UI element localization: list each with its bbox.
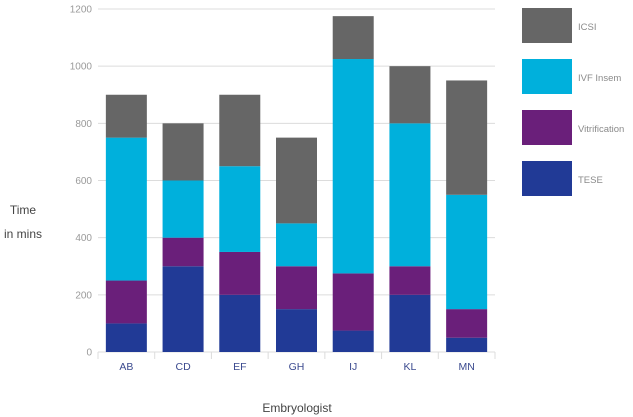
bar-mn-ivf-insem (446, 194, 488, 310)
bar-ef-tese (219, 294, 261, 352)
legend-label: TESE (578, 175, 603, 186)
bar-ab-ivf-insem (105, 137, 147, 281)
y-tick-label: 200 (75, 290, 92, 301)
y-tick-label: 1200 (70, 5, 93, 16)
bar-ij-tese (332, 330, 374, 352)
bar-kl-tese (389, 294, 431, 352)
bars (105, 16, 488, 352)
x-tick-label: GH (289, 361, 305, 373)
bar-mn-vitrification (446, 309, 488, 338)
legend-label: Vitrification (578, 124, 624, 135)
legend-swatch (522, 8, 572, 43)
x-tick-label: AB (119, 361, 133, 373)
bar-ij-vitrification (332, 273, 374, 331)
x-tick-label: CD (175, 361, 191, 373)
bar-kl-icsi (389, 66, 431, 124)
bar-ab-vitrification (105, 280, 147, 324)
bar-gh-icsi (276, 137, 317, 224)
bar-ef-vitrification (219, 251, 261, 295)
y-axis-title-line1: Time (10, 203, 37, 217)
x-tick-label: MN (458, 361, 474, 373)
bar-ab-icsi (105, 94, 147, 138)
y-tick-label: 400 (75, 233, 92, 244)
legend-label: IVF Insem (578, 73, 621, 84)
legend-swatch (522, 59, 572, 94)
y-axis-ticks: 0 200 400 600 800 1000 1200 (70, 5, 93, 359)
bar-kl-ivf-insem (389, 123, 431, 267)
bar-gh-ivf-insem (276, 223, 317, 267)
y-tick-label: 1000 (70, 62, 93, 73)
bar-kl-vitrification (389, 266, 431, 295)
x-axis-ticks: AB CD EF GH IJ KL MN (119, 361, 474, 373)
legend-swatch (522, 110, 572, 145)
bar-cd-tese (162, 266, 204, 352)
x-tick-label: IJ (349, 361, 357, 373)
bar-gh-vitrification (276, 266, 317, 310)
bar-ef-ivf-insem (219, 166, 261, 252)
y-tick-label: 0 (86, 348, 92, 359)
bar-cd-ivf-insem (162, 180, 204, 238)
bar-cd-vitrification (162, 237, 204, 267)
legend-swatch (522, 161, 572, 196)
bar-ef-icsi (219, 94, 261, 167)
bar-mn-icsi (446, 80, 488, 195)
bar-gh-tese (276, 309, 317, 352)
bar-cd-icsi (162, 123, 204, 181)
x-tick-label: KL (404, 361, 417, 373)
y-tick-label: 800 (75, 119, 92, 130)
legend: ICSI IVF Insem Vitrification TESE (522, 8, 624, 196)
y-axis-title-line2: in mins (4, 227, 42, 241)
bar-ab-tese (105, 323, 147, 352)
x-tick-label: EF (233, 361, 246, 373)
bar-mn-tese (446, 337, 488, 352)
y-tick-label: 600 (75, 176, 92, 187)
x-axis-title: Embryologist (262, 401, 332, 415)
bar-ij-ivf-insem (332, 59, 374, 274)
bar-ij-icsi (332, 16, 374, 60)
legend-label: ICSI (578, 22, 596, 33)
